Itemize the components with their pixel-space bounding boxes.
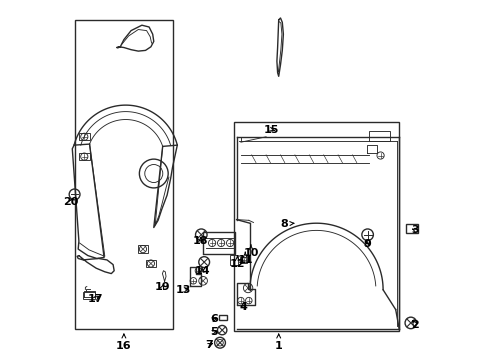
Text: 11: 11 <box>237 252 252 265</box>
Text: 7: 7 <box>205 340 213 350</box>
Bar <box>368 131 389 141</box>
Bar <box>138 245 148 253</box>
Text: 6: 6 <box>209 314 217 324</box>
Text: 8: 8 <box>280 219 293 229</box>
Bar <box>240 257 247 263</box>
Text: 1: 1 <box>274 334 282 351</box>
Text: 12: 12 <box>229 256 244 269</box>
Bar <box>219 315 226 320</box>
Text: 2: 2 <box>411 320 419 330</box>
Bar <box>75 20 172 329</box>
Text: 9: 9 <box>362 239 370 249</box>
Text: 5: 5 <box>210 327 217 337</box>
Text: 20: 20 <box>63 197 79 207</box>
Bar <box>79 153 89 160</box>
Text: 13: 13 <box>175 285 191 295</box>
Text: 17: 17 <box>87 294 102 304</box>
Text: 16: 16 <box>116 334 131 351</box>
Text: 14: 14 <box>194 266 209 276</box>
Text: 19: 19 <box>154 282 170 292</box>
Text: 4: 4 <box>239 302 247 312</box>
Text: 3: 3 <box>411 225 418 235</box>
Bar <box>79 133 89 140</box>
Text: 15: 15 <box>263 125 279 135</box>
Text: 10: 10 <box>243 245 258 258</box>
Bar <box>406 224 417 233</box>
Text: 18: 18 <box>192 236 208 246</box>
Bar <box>82 292 95 299</box>
Bar <box>233 122 398 331</box>
Bar <box>145 260 156 267</box>
Bar <box>230 255 238 265</box>
